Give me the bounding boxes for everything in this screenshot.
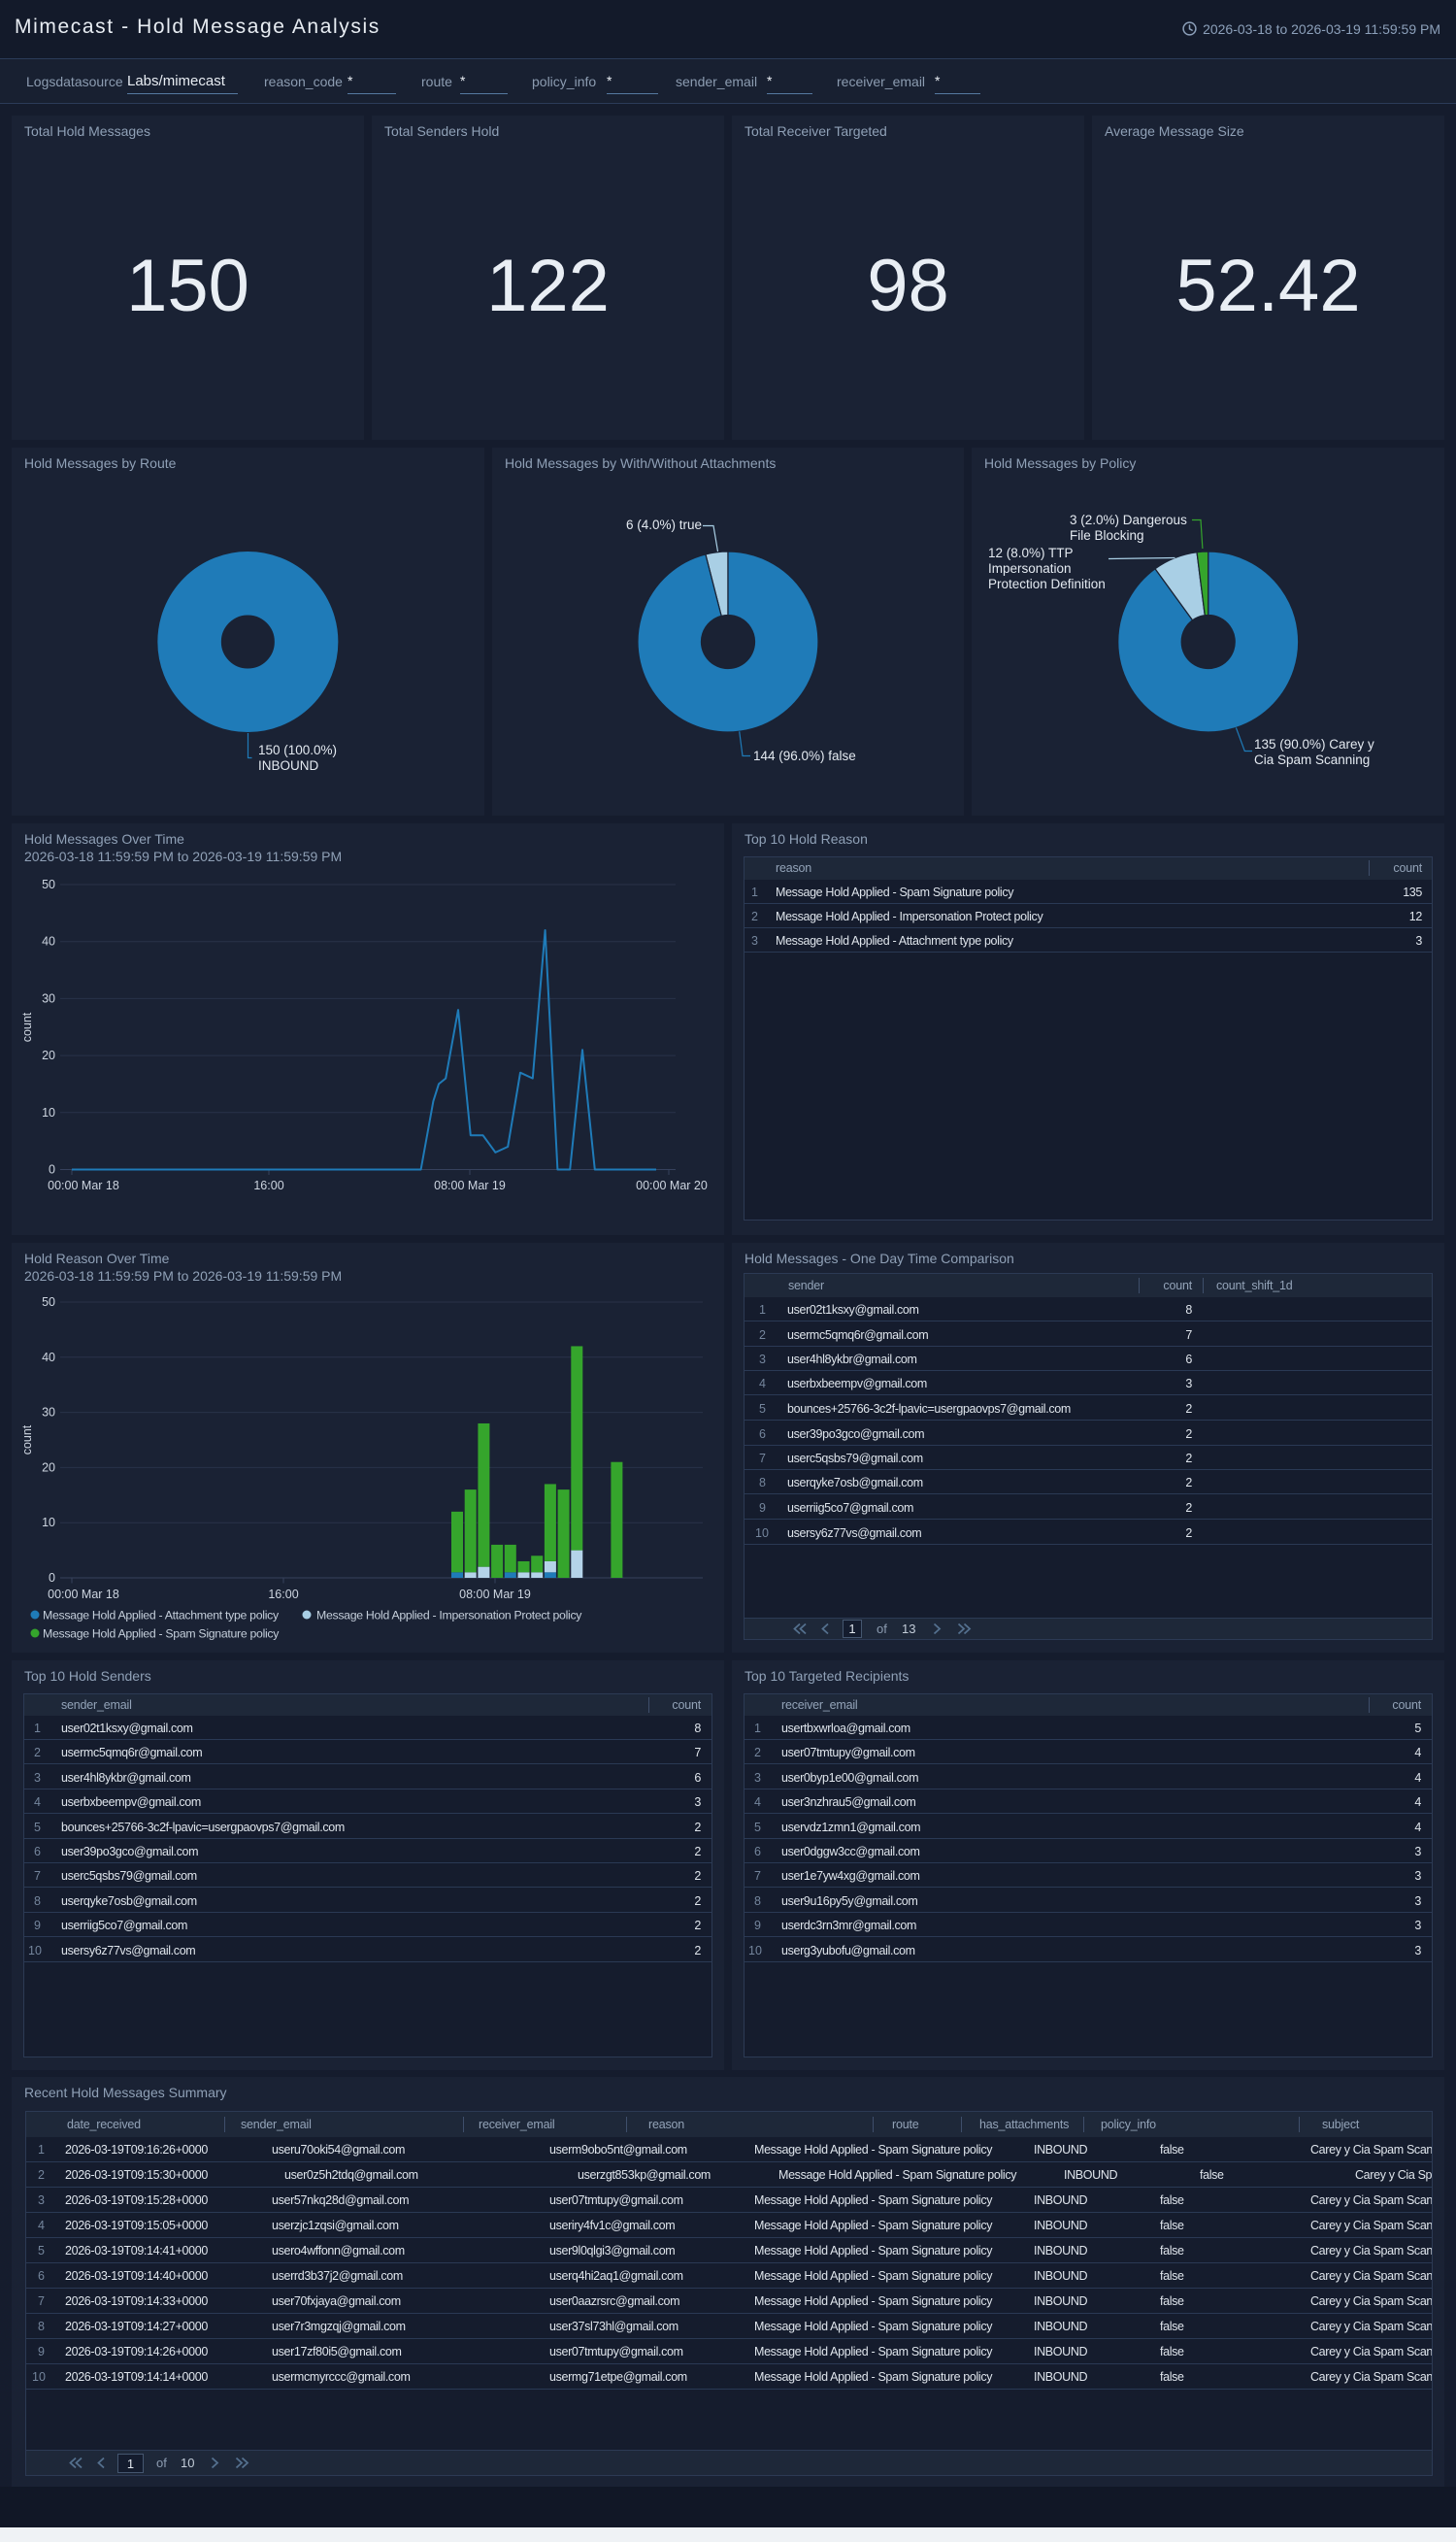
- svg-text:00:00 Mar 20: 00:00 Mar 20: [636, 1179, 708, 1192]
- svg-text:150 (100.0%): 150 (100.0%): [258, 743, 337, 757]
- svg-text:10: 10: [42, 1106, 55, 1120]
- svg-text:3 (2.0%) Dangerous: 3 (2.0%) Dangerous: [1070, 513, 1187, 527]
- svg-text:12 (8.0%) TTP: 12 (8.0%) TTP: [988, 546, 1074, 560]
- svg-text:Message Hold Applied - Imperso: Message Hold Applied - Impersonation Pro…: [316, 1609, 582, 1622]
- svg-text:0: 0: [49, 1163, 55, 1177]
- svg-text:0: 0: [49, 1571, 55, 1585]
- svg-text:00:00 Mar 18: 00:00 Mar 18: [48, 1179, 119, 1192]
- svg-text:135 (90.0%) Carey y: 135 (90.0%) Carey y: [1254, 737, 1374, 752]
- svg-text:INBOUND: INBOUND: [258, 758, 319, 773]
- svg-text:20: 20: [42, 1049, 55, 1062]
- svg-text:30: 30: [42, 991, 55, 1005]
- svg-text:40: 40: [42, 1351, 55, 1364]
- svg-text:08:00 Mar 19: 08:00 Mar 19: [459, 1588, 531, 1601]
- svg-text:10: 10: [42, 1516, 55, 1529]
- svg-text:Cia Spam Scanning: Cia Spam Scanning: [1254, 753, 1370, 767]
- svg-text:Impersonation: Impersonation: [988, 561, 1072, 576]
- svg-text:20: 20: [42, 1460, 55, 1474]
- svg-text:Message Hold Applied - Attachm: Message Hold Applied - Attachment type p…: [43, 1609, 280, 1622]
- svg-text:00:00 Mar 18: 00:00 Mar 18: [48, 1588, 119, 1601]
- svg-text:08:00 Mar 19: 08:00 Mar 19: [434, 1179, 506, 1192]
- svg-text:count: count: [20, 1012, 34, 1042]
- svg-text:Message Hold Applied - Spam Si: Message Hold Applied - Spam Signature po…: [43, 1627, 280, 1641]
- svg-text:144 (96.0%) false: 144 (96.0%) false: [753, 749, 856, 763]
- svg-text:File Blocking: File Blocking: [1070, 528, 1144, 543]
- svg-text:30: 30: [42, 1406, 55, 1420]
- svg-text:50: 50: [42, 878, 55, 891]
- svg-text:count: count: [20, 1424, 34, 1455]
- svg-text:50: 50: [42, 1295, 55, 1309]
- svg-text:16:00: 16:00: [268, 1588, 298, 1601]
- svg-text:6 (4.0%) true: 6 (4.0%) true: [626, 518, 702, 532]
- svg-text:Protection Definition: Protection Definition: [988, 577, 1106, 591]
- svg-text:16:00: 16:00: [253, 1179, 283, 1192]
- svg-text:40: 40: [42, 935, 55, 949]
